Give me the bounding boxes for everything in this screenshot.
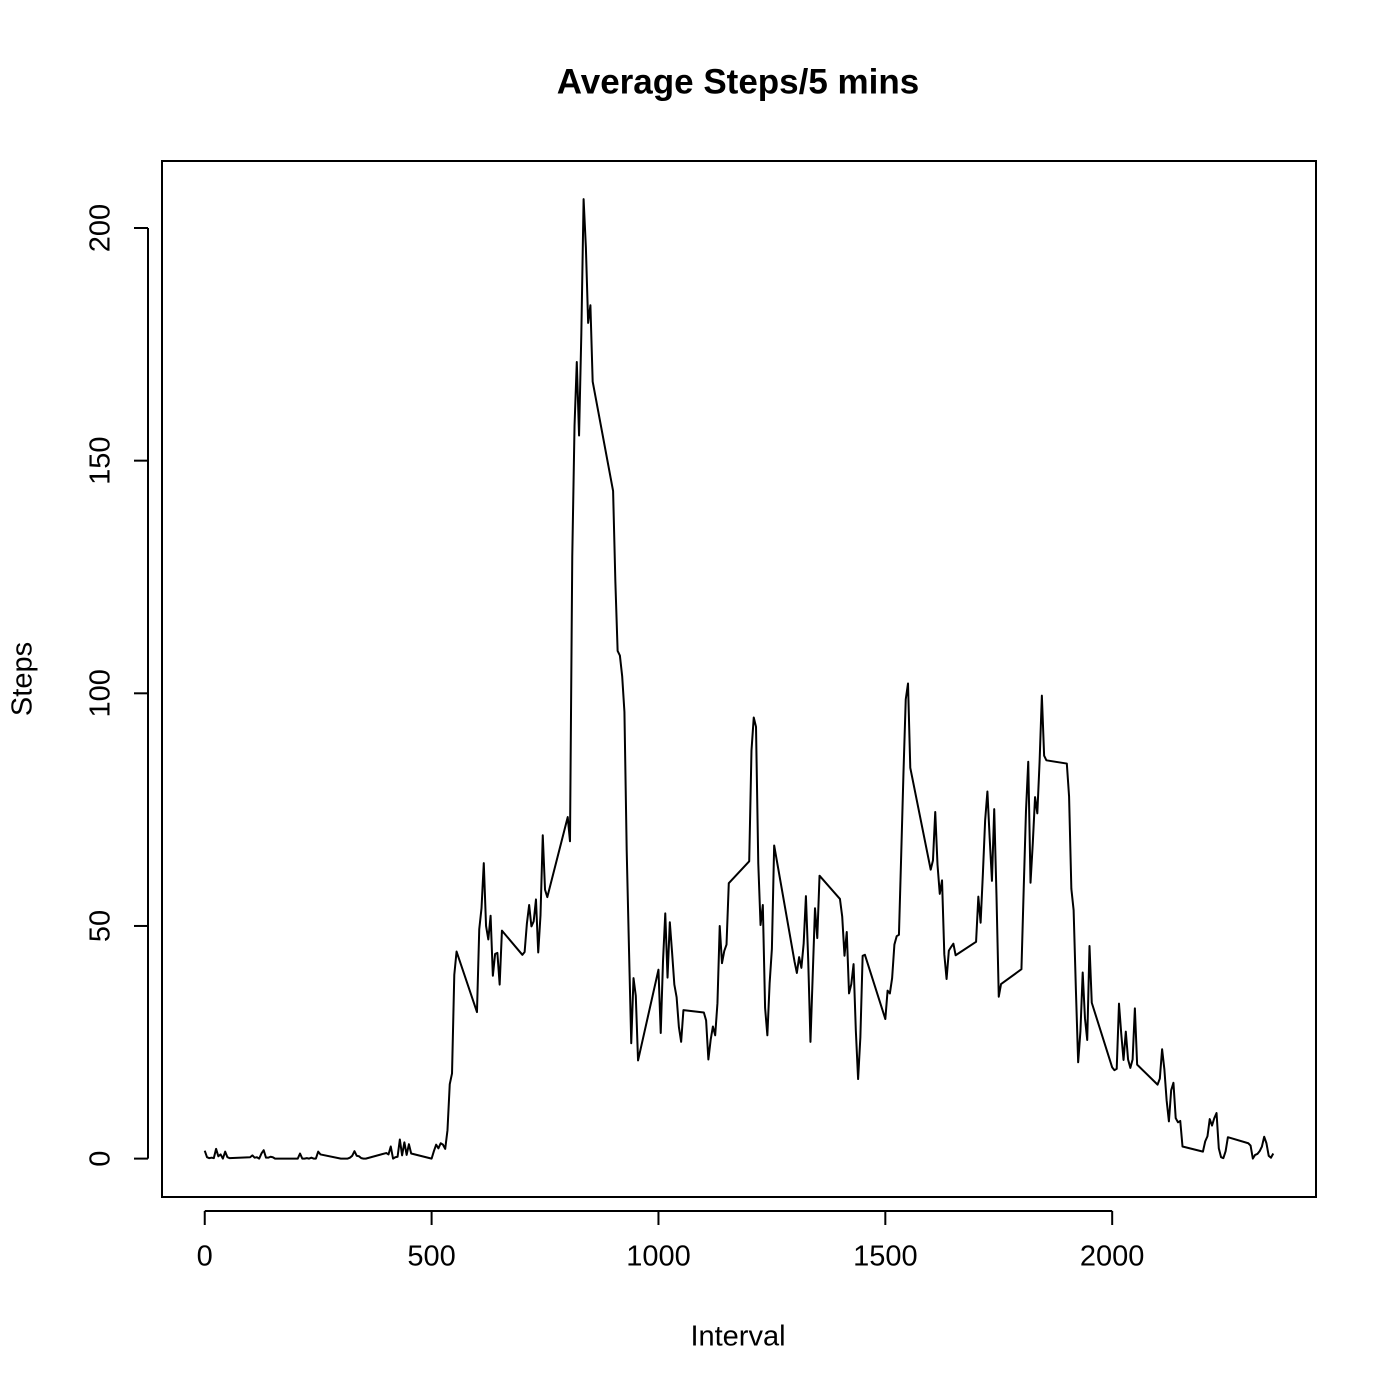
x-tick-label: 0: [197, 1241, 213, 1273]
x-tick-label: 1500: [853, 1241, 918, 1273]
y-tick-label: 50: [85, 910, 117, 942]
y-tick-label: 200: [85, 204, 117, 252]
y-axis-label: Steps: [7, 642, 39, 716]
x-tick-label: 2000: [1080, 1241, 1145, 1273]
x-tick-label: 1000: [626, 1241, 691, 1273]
y-tick-label: 0: [85, 1151, 117, 1167]
x-tick-label: 500: [407, 1241, 455, 1273]
x-axis-label: Interval: [690, 1321, 785, 1353]
chart-title: Average Steps/5 mins: [557, 62, 919, 101]
y-tick-label: 150: [85, 436, 117, 484]
y-tick-label: 100: [85, 669, 117, 717]
plot-frame: [161, 160, 1317, 1198]
data-line: [203, 198, 1275, 1160]
